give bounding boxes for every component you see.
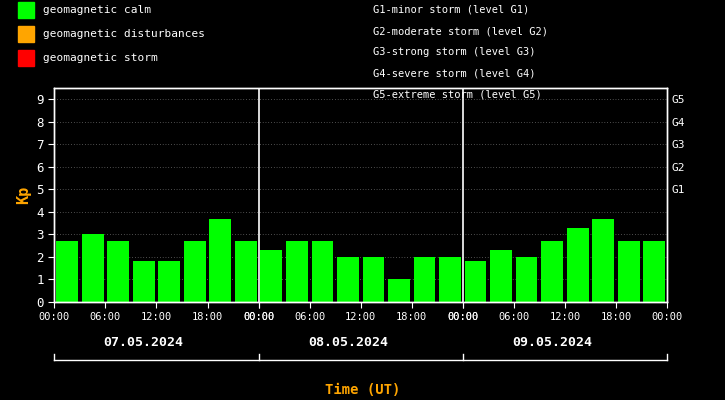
Text: Time (UT): Time (UT) bbox=[325, 383, 400, 397]
Text: 08.05.2024: 08.05.2024 bbox=[308, 336, 388, 348]
Bar bbox=[312, 241, 334, 302]
Text: geomagnetic storm: geomagnetic storm bbox=[43, 53, 157, 63]
Bar bbox=[618, 241, 639, 302]
Bar bbox=[362, 257, 384, 302]
Bar bbox=[465, 262, 486, 302]
Text: G2-moderate storm (level G2): G2-moderate storm (level G2) bbox=[373, 26, 548, 36]
Text: G3-strong storm (level G3): G3-strong storm (level G3) bbox=[373, 47, 536, 57]
Bar bbox=[210, 219, 231, 302]
Text: G5-extreme storm (level G5): G5-extreme storm (level G5) bbox=[373, 90, 542, 100]
Bar bbox=[133, 262, 154, 302]
Bar bbox=[439, 257, 461, 302]
Bar bbox=[286, 241, 307, 302]
Text: 07.05.2024: 07.05.2024 bbox=[104, 336, 183, 348]
Text: geomagnetic disturbances: geomagnetic disturbances bbox=[43, 29, 204, 39]
Bar bbox=[567, 228, 589, 302]
Bar bbox=[235, 241, 257, 302]
Bar bbox=[107, 241, 129, 302]
Text: G1-minor storm (level G1): G1-minor storm (level G1) bbox=[373, 5, 530, 15]
Bar bbox=[643, 241, 665, 302]
Text: G4-severe storm (level G4): G4-severe storm (level G4) bbox=[373, 69, 536, 78]
Bar bbox=[158, 262, 180, 302]
Bar bbox=[592, 219, 614, 302]
Y-axis label: Kp: Kp bbox=[16, 186, 31, 204]
Bar bbox=[542, 241, 563, 302]
Text: geomagnetic calm: geomagnetic calm bbox=[43, 5, 151, 15]
Bar bbox=[82, 234, 104, 302]
Text: 09.05.2024: 09.05.2024 bbox=[512, 336, 592, 348]
Bar bbox=[490, 250, 512, 302]
Bar bbox=[57, 241, 78, 302]
Bar bbox=[515, 257, 537, 302]
Bar bbox=[414, 257, 435, 302]
Bar bbox=[260, 250, 282, 302]
Bar bbox=[388, 280, 410, 302]
Bar bbox=[184, 241, 206, 302]
Bar bbox=[337, 257, 359, 302]
